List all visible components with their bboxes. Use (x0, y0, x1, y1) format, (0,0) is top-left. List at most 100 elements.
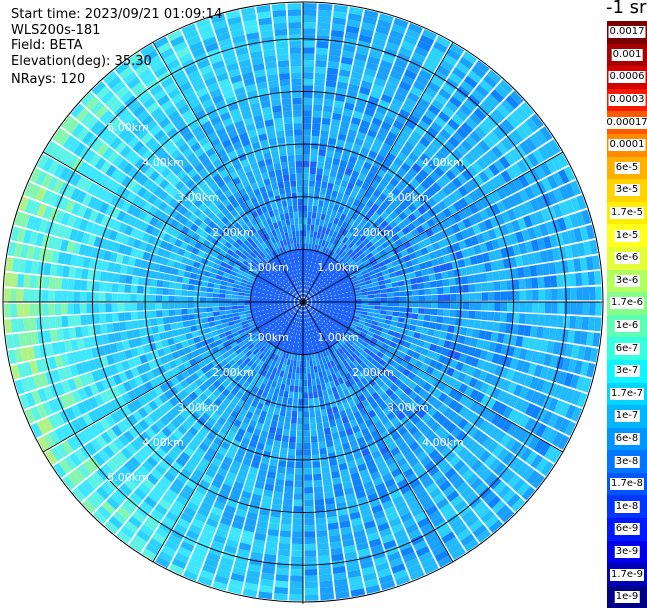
range-gate (391, 98, 404, 109)
range-gate (241, 138, 251, 147)
range-gate (140, 431, 152, 443)
range-gate (42, 316, 50, 330)
range-gate (48, 290, 55, 302)
range-gate (231, 460, 242, 470)
range-gate (274, 434, 282, 442)
range-gate (475, 292, 482, 301)
range-gate (588, 286, 596, 301)
range-gate (95, 335, 104, 346)
range-gate (84, 149, 96, 164)
range-gate (288, 212, 294, 219)
range-gate (310, 372, 316, 380)
range-gate (254, 174, 263, 183)
range-gate (169, 505, 182, 518)
range-gate (260, 578, 274, 587)
colorbar-cell: 6e-7 (607, 337, 647, 360)
range-gate (320, 460, 329, 468)
range-gate (191, 436, 202, 447)
range-gate (438, 354, 447, 364)
range-gate (311, 218, 316, 225)
range-gate (338, 354, 346, 362)
range-gate (291, 192, 297, 200)
range-gate (315, 174, 323, 182)
range-gate (70, 172, 82, 187)
range-gate (328, 54, 341, 63)
range-gate (349, 204, 358, 213)
range-gate (380, 121, 392, 131)
range-gate (427, 52, 442, 65)
range-gate (399, 291, 406, 297)
range-gate (98, 174, 110, 188)
range-gate (246, 90, 258, 99)
range-gate (403, 207, 413, 217)
range-gate (243, 337, 251, 345)
range-gate (194, 147, 205, 158)
range-gate (342, 402, 351, 410)
range-gate (251, 108, 262, 117)
range-gate (253, 487, 264, 496)
range-gate (303, 9, 317, 16)
range-gate (199, 64, 213, 76)
range-gate (285, 218, 291, 226)
range-gate (149, 310, 157, 319)
range-gate (197, 507, 210, 518)
range-gate (175, 373, 185, 383)
range-gate (320, 364, 326, 371)
range-gate (340, 120, 350, 129)
range-gate (219, 310, 227, 316)
start-time-label: Start time: 2023/09/21 01:09:14 (11, 7, 223, 22)
range-gate (510, 268, 519, 279)
range-gate (182, 147, 194, 158)
range-gate (362, 140, 373, 150)
range-gate (214, 363, 223, 371)
range-gate (472, 368, 482, 379)
range-gate (270, 452, 279, 460)
range-gate (435, 150, 447, 162)
range-gate (120, 525, 135, 539)
range-gate (525, 349, 534, 362)
range-gate (422, 201, 432, 211)
range-gate (439, 128, 452, 140)
range-gate (254, 69, 266, 78)
range-gate (159, 476, 172, 488)
range-gate (321, 124, 330, 132)
range-gate (303, 442, 311, 450)
colorbar-tick-label: 1.7e-9 (609, 568, 645, 581)
range-gate (110, 492, 125, 506)
range-gate (394, 436, 405, 447)
range-gate (50, 446, 63, 462)
range-gate (225, 306, 232, 311)
range-gate (216, 178, 226, 188)
range-gate (250, 50, 263, 59)
range-gate (117, 293, 125, 302)
range-gate (393, 206, 403, 216)
range-gate (403, 240, 412, 249)
range-gate (279, 530, 291, 538)
range-gate (309, 167, 317, 175)
range-gate (231, 200, 240, 209)
range-gate (226, 392, 235, 401)
range-gate (181, 420, 192, 431)
range-gate (117, 243, 127, 255)
range-gate (390, 446, 401, 457)
range-gate (488, 476, 502, 490)
range-gate (90, 120, 104, 134)
range-gate (175, 414, 186, 425)
range-gate (367, 55, 381, 66)
range-gate (271, 367, 278, 375)
colorbar-tick-label: 6e-6 (614, 252, 640, 265)
range-gate (66, 352, 76, 365)
range-gate (160, 167, 172, 178)
range-gate (219, 249, 227, 257)
range-gate (277, 220, 283, 228)
range-gate (447, 325, 455, 333)
range-gate (239, 361, 247, 370)
range-gate (200, 183, 210, 193)
range-gate (65, 199, 76, 213)
range-gate (294, 142, 302, 149)
range-gate (354, 340, 361, 347)
range-gate (383, 158, 393, 168)
range-gate (157, 348, 166, 358)
range-gate (346, 135, 356, 144)
range-gate (370, 337, 378, 344)
